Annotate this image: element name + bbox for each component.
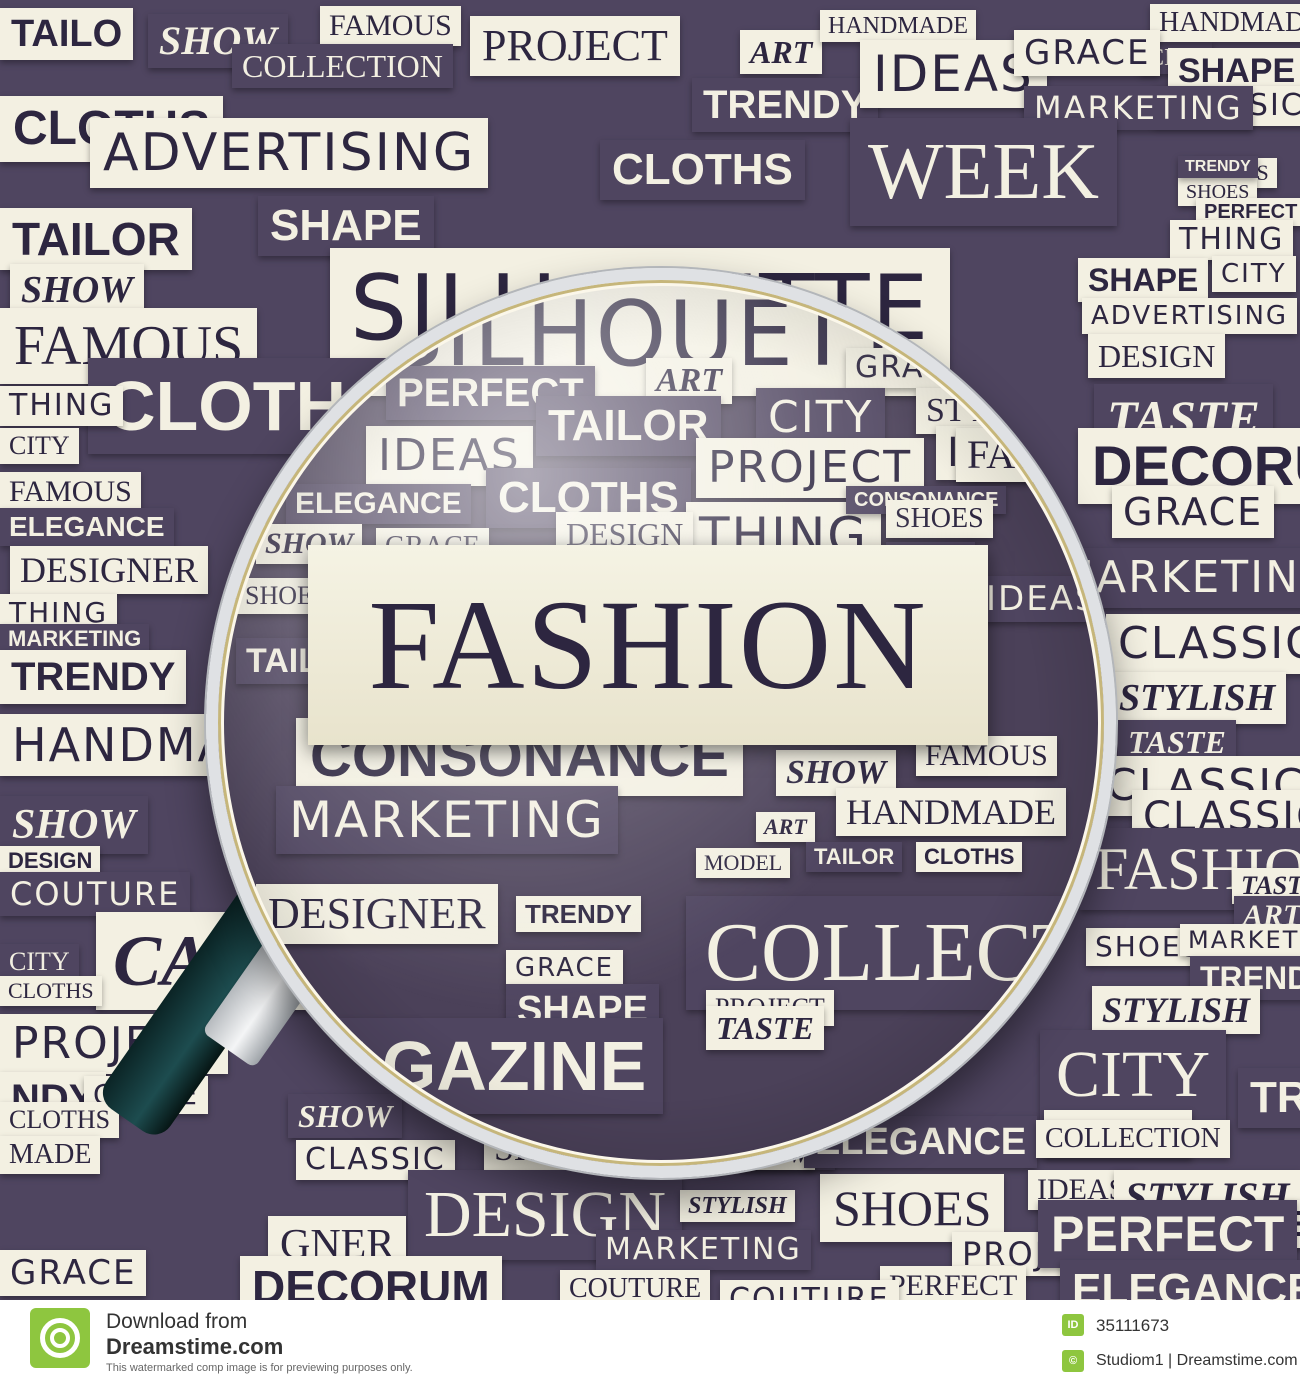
bg-word-trendy: TRENDY: [692, 78, 879, 132]
download-text: Download from: [106, 1310, 248, 1333]
bg-word-cloths: CLOTHS: [0, 976, 102, 1006]
bg-word-grace: GRACE: [1112, 486, 1275, 538]
bg-word-classic: CLASSIC: [1106, 614, 1300, 674]
bg-word-marketing: MARKETING: [1180, 924, 1300, 956]
logo-swirl-inner: [50, 1328, 70, 1348]
bg-word-trendy: TRENDY: [0, 650, 187, 704]
bg-word-famous: FAMOUS: [0, 472, 141, 512]
bg-word-trend: TREND: [1238, 1068, 1300, 1128]
bg-word-elegance: ELEGANCE: [1060, 1260, 1300, 1300]
bg-word-marketing: MARKETING: [0, 624, 150, 654]
image-id: 35111673: [1096, 1316, 1170, 1335]
bg-word-tailor: TAILOR: [0, 208, 192, 270]
bg-word-designer: DESIGNER: [10, 546, 208, 594]
bg-word-advertising: ADVERTISING: [1082, 298, 1298, 334]
bg-word-grace: GRACE: [0, 1250, 147, 1296]
bg-word-show: SHOW: [10, 264, 144, 316]
bg-word-grace: GRACE: [1014, 30, 1161, 76]
bg-word-stylish: STYLISH: [680, 1190, 795, 1222]
bg-word-couture: COUTURE: [560, 1270, 711, 1300]
bg-word-cloths: CLOTHS: [0, 1102, 120, 1138]
bg-word-advertising: ADVERTISING: [90, 118, 489, 188]
bg-word-shoes: SHOES: [820, 1174, 1005, 1242]
bg-word-cloths: CLOTHS: [600, 140, 805, 200]
bg-word-design: DESIGN: [1088, 334, 1226, 378]
bg-word-collection: COLLECTION: [232, 44, 453, 88]
bg-word-tailo: TAILO: [0, 8, 134, 60]
lens-word-elegance: ELEGANCE: [276, 298, 439, 334]
bg-word-week: WEEK: [850, 118, 1118, 226]
word-collage-illustration: TAILO SHOW FAMOUS COLLECTION PROJECT ART HANDM…: [0, 0, 1300, 1300]
bg-word-city: CITY: [0, 428, 79, 464]
watermark-note: This watermarked comp image is for previ…: [106, 1362, 413, 1374]
bg-word-stylish: STYLISH: [1092, 986, 1261, 1034]
bg-word-thing: THING: [0, 386, 124, 426]
bg-word-shape: SHAPE: [258, 196, 434, 256]
focus-word-label: FASHION: [308, 545, 988, 745]
bg-word-thing: THING: [1170, 220, 1294, 260]
bg-word-handmade: HANDMADE: [820, 10, 976, 42]
watermark-footer: Download from Dreamstime.com This waterm…: [0, 1300, 1300, 1390]
site-name-link[interactable]: Dreamstime.com: [106, 1334, 284, 1359]
copyright-badge: ©: [1062, 1350, 1084, 1372]
bg-word-trendy: TRENDY: [1178, 156, 1258, 178]
logo-swirl-outer: [40, 1318, 80, 1358]
bg-word-perfect: PERFECT: [880, 1266, 1027, 1300]
bg-word-show: SHOW: [0, 796, 148, 854]
author-credit: Studiom1 | Dreamstime.com: [1096, 1352, 1298, 1369]
bg-word-elegance: ELEGANCE: [0, 508, 174, 546]
bg-word-project: PROJECT: [470, 16, 680, 76]
id-badge: ID: [1062, 1314, 1084, 1336]
bg-word-design: DESIGN: [0, 846, 101, 876]
bg-word-made: MADE: [0, 1136, 101, 1174]
bg-word-shape: SHAPE: [1078, 258, 1209, 302]
bg-word-famous: FAMOUS: [320, 6, 461, 46]
bg-word-city: CITY: [0, 944, 79, 980]
bg-word-couture: COUTURE: [0, 872, 191, 916]
bg-word-handmade: HANDMADE: [1150, 4, 1300, 42]
dreamstime-swirl-icon: [30, 1308, 90, 1368]
bg-word-city: CITY: [1212, 256, 1296, 292]
bg-word-perfect: PERFECT: [1038, 1200, 1298, 1268]
bg-word-couture: COUTURE: [720, 1280, 899, 1300]
bg-word-art: ART: [740, 30, 823, 74]
focus-word: FASHION: [368, 573, 928, 716]
bg-word-marketing: MARKETING: [596, 1230, 811, 1270]
bg-word-decorum: DECORUM: [240, 1256, 502, 1300]
bg-word-stylish: STYLISH: [1108, 672, 1287, 724]
